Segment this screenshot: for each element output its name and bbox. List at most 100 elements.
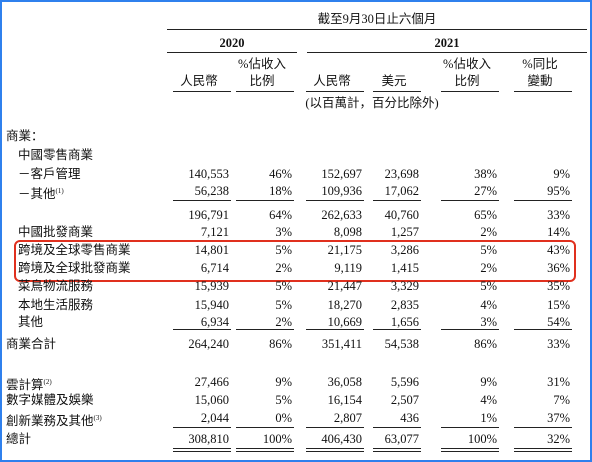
cell: 36,058	[327, 375, 362, 389]
cell: 308,810	[188, 432, 229, 446]
column-heading: 比例	[454, 74, 480, 88]
cell: 3%	[275, 225, 292, 239]
cell: 5%	[275, 279, 292, 293]
cell: 37%	[547, 411, 570, 425]
rule	[514, 91, 572, 92]
label-text: 商業：	[6, 129, 44, 143]
unit-note: (以百萬計，百分比除外)	[305, 96, 439, 110]
rule	[514, 329, 572, 330]
cell: 5%	[480, 243, 497, 257]
cell: 5%	[480, 279, 497, 293]
cell: 15%	[547, 298, 570, 312]
cell: 0%	[275, 411, 292, 425]
row-label: －其他(1)	[18, 183, 64, 202]
label-text: 中國零售商業	[18, 148, 94, 162]
label-text: 跨境及全球批發商業	[18, 261, 131, 275]
rule	[307, 52, 587, 53]
cell: 56,238	[194, 184, 229, 198]
column-heading: 美元	[381, 74, 407, 88]
footnote-ref: (2)	[43, 378, 52, 386]
cell: 15,939	[194, 279, 229, 293]
cell: 18%	[269, 184, 292, 198]
cell: 95%	[547, 184, 570, 198]
row-label: 本地生活服務	[18, 297, 93, 313]
rule	[173, 451, 231, 452]
period-heading: 截至9月30日止六個月	[317, 12, 437, 26]
row-label: －客戶管理	[18, 166, 81, 182]
cell: 14%	[547, 225, 570, 239]
cell: 6,714	[200, 261, 229, 275]
rule	[306, 451, 364, 452]
cell: 1%	[480, 411, 497, 425]
cell: 196,791	[188, 208, 229, 222]
rule	[441, 91, 499, 92]
cell: 436	[400, 411, 419, 425]
row-label: 中國批發商業	[18, 224, 93, 240]
rule	[173, 329, 231, 330]
label-text: －其他	[18, 187, 56, 201]
cell: 54,538	[384, 337, 419, 351]
cell: 1,415	[390, 261, 419, 275]
cell: 5,596	[390, 375, 419, 389]
cell: 9%	[275, 375, 292, 389]
rule	[514, 448, 572, 449]
cell: 63,077	[384, 432, 419, 446]
rule	[514, 427, 572, 428]
cell: 3,286	[390, 243, 419, 257]
cell: 15,060	[194, 393, 229, 407]
year-heading: 2021	[434, 36, 460, 50]
rule	[173, 448, 231, 449]
rule	[236, 329, 294, 330]
cell: 43%	[547, 243, 570, 257]
row-label: 數字媒體及娛樂	[6, 392, 94, 408]
rule	[373, 200, 421, 201]
cell: 21,447	[327, 279, 362, 293]
cell: 2,507	[390, 393, 419, 407]
row-label: 中國零售商業	[18, 147, 93, 163]
rule	[373, 427, 421, 428]
label-text: 雲計算	[6, 378, 44, 392]
rule	[441, 451, 499, 452]
row-label: 其他	[18, 314, 43, 330]
cell: 2%	[275, 315, 292, 329]
cell: 40,760	[384, 208, 419, 222]
cell: 5%	[275, 393, 292, 407]
cell: 264,240	[188, 337, 229, 351]
rule	[441, 427, 499, 428]
cell: 32%	[547, 432, 570, 446]
cell: 7%	[553, 393, 570, 407]
rule	[306, 200, 364, 201]
cell: 15,940	[194, 298, 229, 312]
rule	[306, 91, 364, 92]
cell: 27%	[474, 184, 497, 198]
label-text: 商業合計	[6, 337, 57, 351]
label-text: 中國批發商業	[18, 225, 94, 239]
footnote-ref: (1)	[55, 187, 64, 195]
rule	[373, 91, 421, 92]
rule	[514, 200, 572, 201]
cell: 33%	[547, 337, 570, 351]
rule	[236, 200, 294, 201]
row-label: 跨境及全球批發商業	[18, 260, 131, 276]
cell: 1,656	[390, 315, 419, 329]
footnote-ref: (3)	[93, 414, 102, 422]
rule	[373, 329, 421, 330]
row-label: 雲計算(2)	[6, 374, 52, 393]
rule	[441, 329, 499, 330]
cell: 2%	[480, 225, 497, 239]
cell: 65%	[474, 208, 497, 222]
label-text: 數字媒體及娛樂	[6, 393, 94, 407]
cell: 2,835	[390, 298, 419, 312]
rule	[306, 448, 364, 449]
cell: 3%	[480, 315, 497, 329]
label-text: 菜鳥物流服務	[18, 279, 94, 293]
cell: 140,553	[188, 167, 229, 181]
rule	[173, 427, 231, 428]
cell: 4%	[480, 393, 497, 407]
rule	[167, 52, 297, 53]
year-heading: 2020	[219, 36, 245, 50]
rule	[173, 91, 231, 92]
cell: 2,807	[333, 411, 362, 425]
cell: 23,698	[384, 167, 419, 181]
